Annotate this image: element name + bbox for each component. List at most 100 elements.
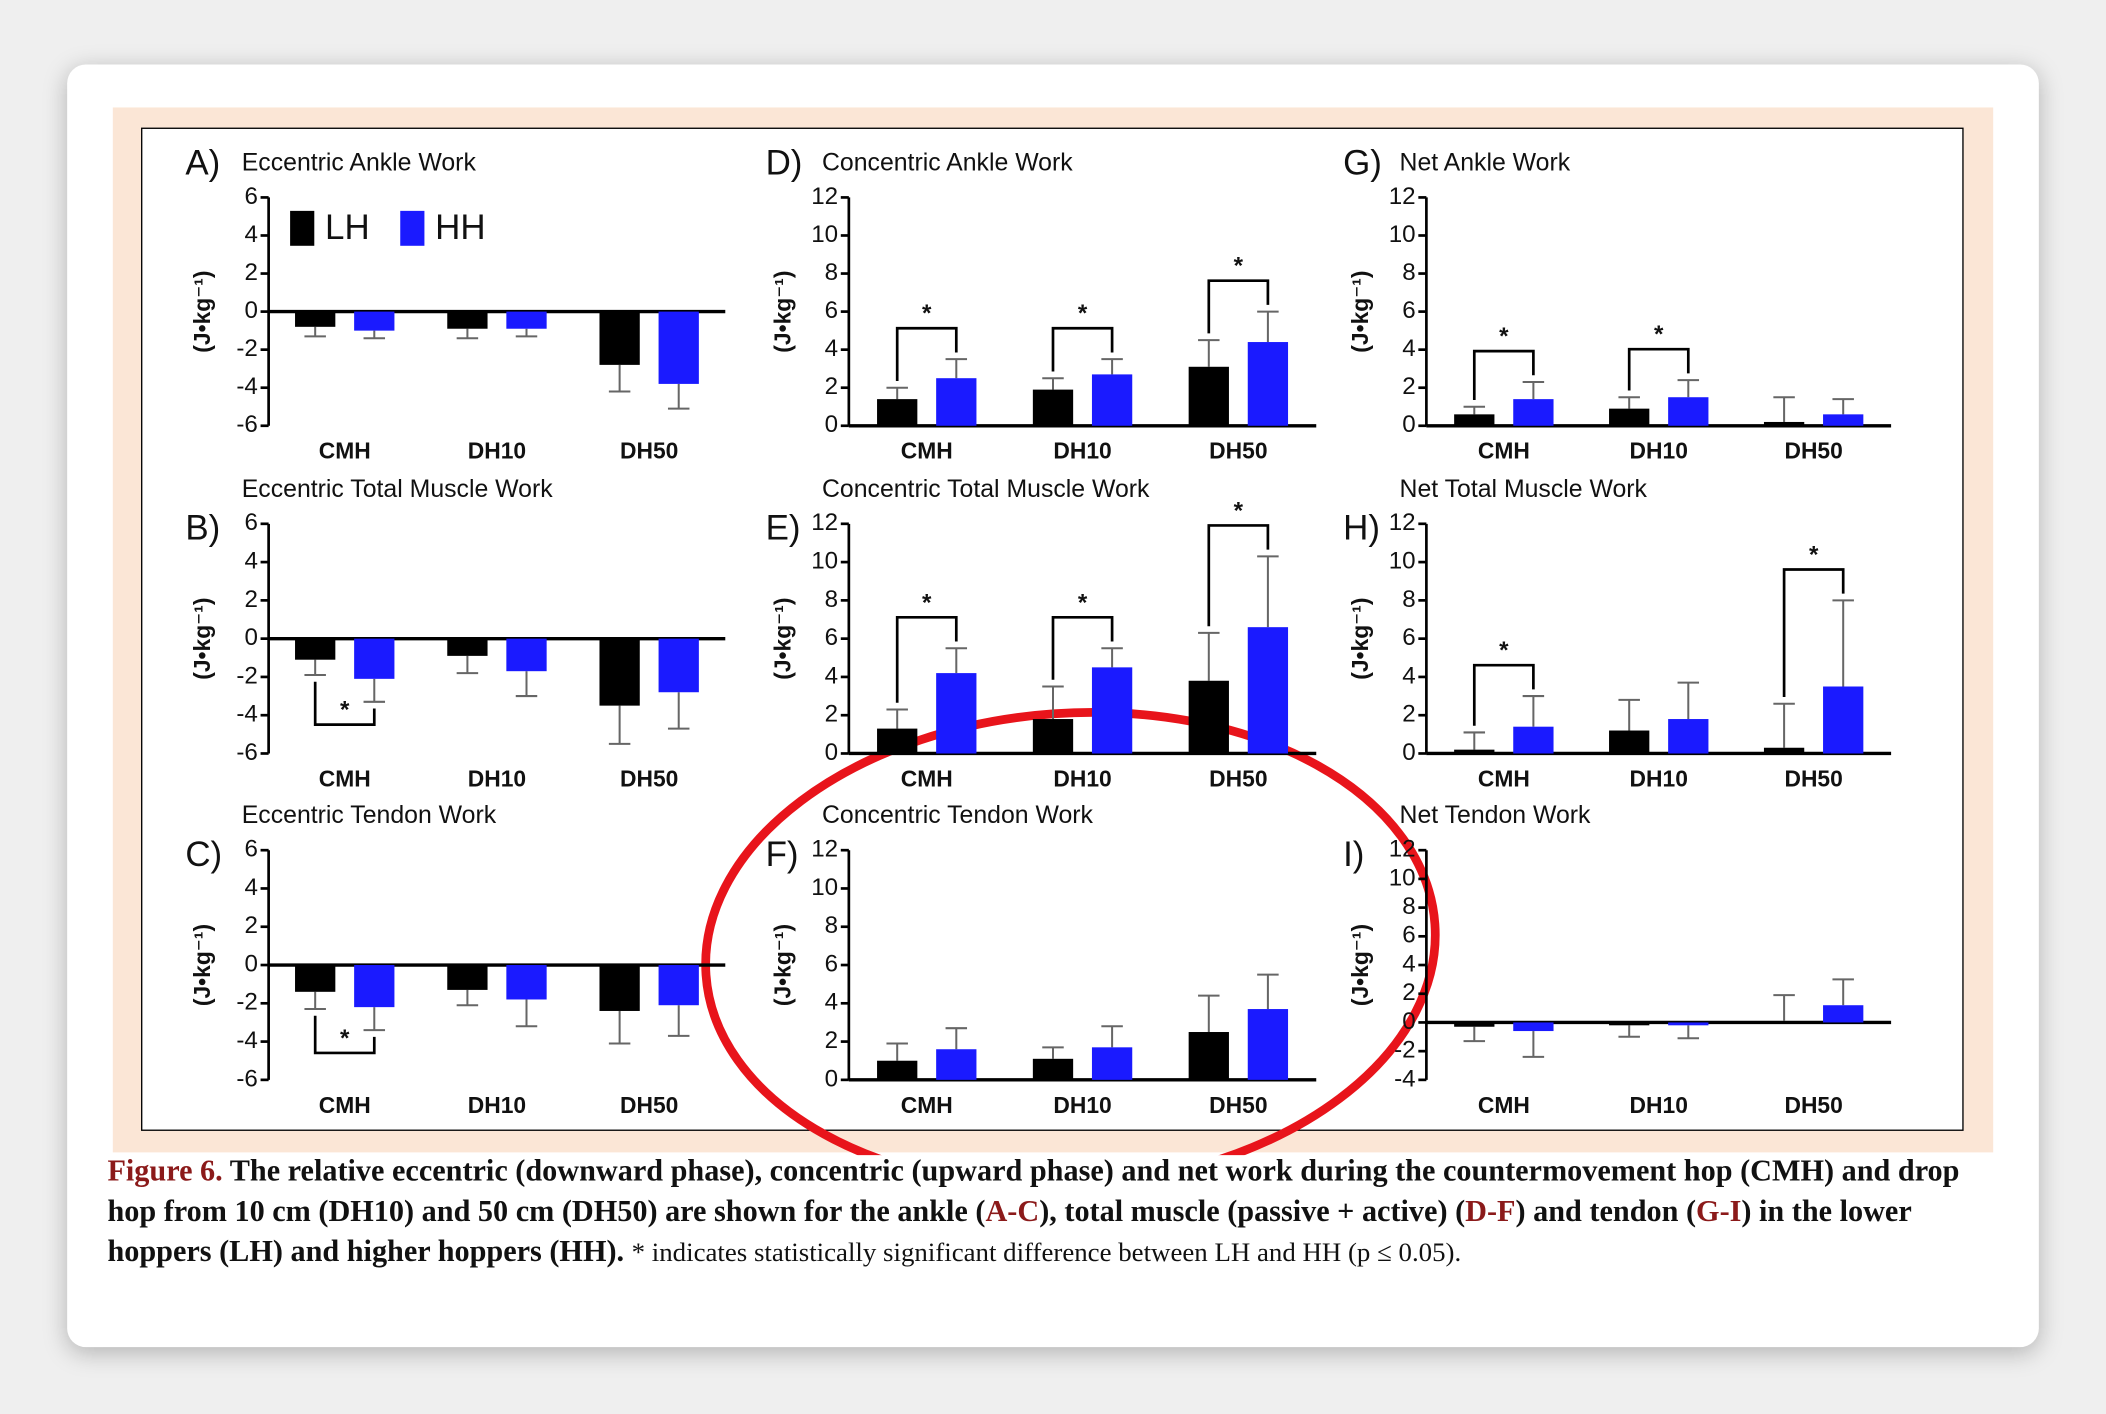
panel-title: Eccentric Ankle Work	[242, 149, 477, 176]
y-tick-label: 0	[1402, 411, 1415, 438]
panel-label: H)	[1343, 509, 1380, 548]
y-tick-label: 12	[811, 836, 838, 863]
significance-bracket	[895, 615, 958, 703]
y-tick-label: 6	[1402, 624, 1415, 651]
y-tick-label: 4	[1402, 950, 1415, 977]
y-tick-label: 8	[825, 912, 838, 939]
y-tick-label: 12	[811, 509, 838, 536]
y-tick-label: 10	[1389, 547, 1416, 574]
y-tick-label: 0	[825, 411, 838, 438]
x-tick-label: CMH	[319, 765, 371, 791]
x-tick-label: DH10	[1630, 438, 1688, 464]
bar	[599, 965, 640, 1011]
bar	[599, 311, 640, 365]
y-tick-label: 8	[825, 586, 838, 613]
y-axis-label: (J•kg⁻¹)	[189, 271, 215, 353]
panel-title: Net Total Muscle Work	[1400, 476, 1648, 503]
significance-bracket	[895, 326, 958, 381]
y-tick-label: 10	[811, 874, 838, 901]
x-tick-label: DH10	[468, 765, 526, 791]
y-axis-label: (J•kg⁻¹)	[189, 924, 215, 1006]
panel-label: B)	[185, 509, 220, 548]
caption-ref: A-C	[985, 1194, 1040, 1228]
y-tick-label: -6	[236, 411, 257, 438]
y-tick-label: -4	[236, 701, 257, 728]
bar	[1454, 414, 1495, 426]
y-tick-label: 10	[811, 547, 838, 574]
y-axis-label: (J•kg⁻¹)	[1347, 271, 1373, 353]
bar	[506, 965, 547, 1000]
caption-label: Figure 6.	[107, 1153, 223, 1188]
y-tick-label: -6	[236, 1065, 257, 1092]
bar	[877, 1060, 918, 1080]
bar	[877, 728, 918, 754]
panel-title: Eccentric Total Muscle Work	[242, 476, 553, 503]
bar	[1454, 749, 1495, 754]
bar	[658, 638, 699, 693]
x-tick-label: CMH	[319, 1092, 371, 1118]
bar	[447, 638, 488, 656]
y-tick-label: 8	[1402, 893, 1415, 920]
y-axis-label: (J•kg⁻¹)	[189, 598, 215, 680]
panel-label: G)	[1343, 143, 1382, 182]
y-tick-label: -2	[236, 989, 257, 1016]
y-tick-label: 6	[244, 836, 257, 863]
panel-title: Concentric Ankle Work	[822, 149, 1073, 176]
x-tick-label: DH50	[1209, 1092, 1267, 1118]
y-tick-label: 10	[1389, 221, 1416, 248]
x-tick-label: DH50	[620, 1092, 678, 1118]
x-tick-label: CMH	[1478, 438, 1530, 464]
bar	[1032, 719, 1074, 754]
y-tick-label: -4	[236, 1027, 257, 1054]
y-tick-label: 0	[825, 1065, 838, 1092]
bar	[1763, 421, 1805, 426]
bar	[1513, 399, 1554, 426]
significance-bracket	[1207, 279, 1270, 334]
y-tick-label: 2	[244, 259, 257, 286]
bar	[1668, 1022, 1709, 1026]
y-tick-label: -2	[236, 335, 257, 362]
y-tick-label: 6	[825, 624, 838, 651]
panel-label: A)	[185, 143, 220, 182]
y-tick-label: 0	[244, 297, 257, 324]
x-tick-label: DH50	[1784, 438, 1842, 464]
bar	[1513, 1022, 1554, 1032]
bar	[1032, 1058, 1074, 1080]
y-tick-label: 2	[244, 912, 257, 939]
x-tick-label: DH10	[468, 1092, 526, 1118]
caption-run: ) in the lower hoppers (LH) and higher h…	[107, 1194, 1912, 1268]
significance-bracket	[313, 681, 376, 726]
bar	[658, 311, 699, 384]
x-tick-label: DH50	[1209, 765, 1267, 791]
caption: Figure 6. The relative eccentric (downwa…	[107, 1151, 2001, 1273]
bar	[354, 965, 395, 1008]
bar	[447, 311, 488, 329]
bar	[1823, 686, 1864, 754]
bar	[1188, 1032, 1229, 1080]
bar	[1823, 1005, 1864, 1023]
significance-label: *	[1234, 253, 1244, 280]
bar	[295, 638, 336, 660]
bar	[295, 965, 336, 992]
legend-label: LH	[325, 208, 370, 247]
y-tick-label: 12	[1389, 183, 1416, 210]
significance-label: *	[1078, 300, 1088, 327]
significance-label: *	[1234, 497, 1244, 524]
y-tick-label: 0	[244, 950, 257, 977]
y-tick-label: -6	[236, 739, 257, 766]
bar	[599, 638, 640, 706]
y-axis-label: (J•kg⁻¹)	[769, 924, 795, 1006]
caption-run: The relative eccentric (downward phase),…	[107, 1153, 1960, 1228]
y-tick-label: 4	[825, 662, 838, 689]
x-tick-label: DH10	[1630, 1092, 1688, 1118]
panel-title: Eccentric Tendon Work	[242, 802, 497, 829]
bar	[1091, 374, 1133, 426]
panel-label: F)	[766, 835, 799, 874]
y-tick-label: 8	[1402, 259, 1415, 286]
highlight-ellipse	[701, 708, 1440, 1156]
x-tick-label: DH50	[620, 438, 678, 464]
caption-run: ) and tendon (	[1515, 1194, 1697, 1228]
legend-label: HH	[435, 208, 485, 247]
bar	[936, 1049, 977, 1080]
y-tick-label: 2	[1402, 979, 1415, 1006]
